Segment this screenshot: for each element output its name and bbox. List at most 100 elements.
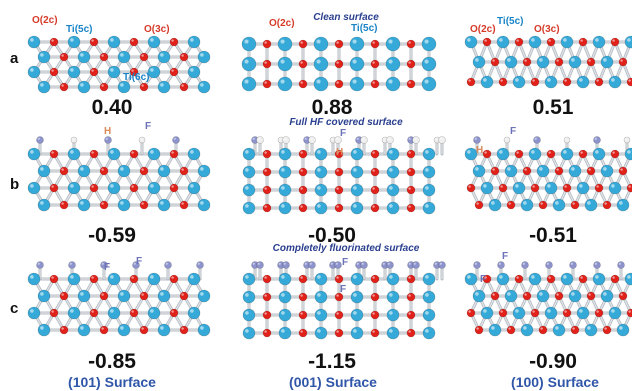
label-f-001-c2: F [340,284,347,295]
titanium-atom-highlight [281,293,285,297]
titanium-atom [386,201,400,215]
titanium-atom-highlight [80,292,84,296]
titanium-atom [67,306,81,320]
titanium-atom-highlight [425,186,429,190]
titanium-atom [197,80,211,94]
hydrogen-atom-highlight [435,138,437,140]
oxygen-atom-highlight [372,312,375,315]
row-label-b: b [10,176,20,193]
adsorbate-atom [360,136,368,144]
titanium-atom-highlight [389,293,393,297]
titanium-atom-highlight [70,309,74,313]
oxygen-atom [370,328,380,338]
titanium-atom [496,147,510,161]
oxygen-atom [169,67,179,77]
titanium-atom [157,198,171,212]
oxygen-atom-highlight [500,185,503,188]
oxygen-atom-highlight [620,168,623,171]
oxygen-atom-highlight [51,39,54,42]
titanium-atom [528,35,542,49]
banner-hf-covered-surface: Full HF covered surface [289,117,403,128]
titanium-atom-highlight [316,39,321,44]
oxygen-atom [562,77,572,87]
titanium-atom [313,36,329,52]
oxygen-atom [562,308,572,318]
oxygen-atom-highlight [372,205,375,208]
titanium-atom-highlight [475,58,479,62]
titanium-atom [314,272,328,286]
oxygen-atom [570,200,580,210]
titanium-atom [107,147,121,161]
titanium-atom [422,272,436,286]
oxygen-atom [406,274,416,284]
oxygen-atom-highlight [484,151,487,154]
titanium-atom [278,290,292,304]
titanium-atom [528,147,542,161]
oxygen-atom-highlight [336,276,339,279]
oxygen-atom [546,149,556,159]
titanium-atom [560,35,574,49]
oxygen-atom-highlight [596,185,599,188]
titanium-atom [576,181,590,195]
titanium-atom-highlight [245,329,249,333]
titanium-atom [504,289,518,303]
titanium-atom [568,289,582,303]
titanium-atom [422,183,436,197]
titanium-atom-highlight [200,53,204,57]
structure-100-clean [464,35,632,89]
fluorine-atom-highlight [304,262,307,265]
oxygen-atom [129,37,139,47]
oxygen-atom-highlight [588,293,591,296]
titanium-atom [147,272,161,286]
titanium-atom-highlight [80,326,84,330]
titanium-atom-highlight [353,150,357,154]
fluorine-atom [473,261,481,269]
titanium-atom [386,326,400,340]
adsorbate-atom [282,136,290,144]
titanium-atom-highlight [424,39,429,44]
oxygen-atom [262,310,272,320]
fluorine-atom [104,136,112,144]
oxygen-atom [370,274,380,284]
oxygen-atom [522,166,532,176]
value-b-001: -0.50 [308,224,356,247]
titanium-atom [241,36,257,52]
titanium-atom-highlight [515,184,519,188]
label-f-101: F [145,121,152,132]
fluorine-atom-highlight [197,262,200,265]
adsorbate-atom [282,261,290,269]
titanium-atom [27,147,41,161]
titanium-atom [107,306,121,320]
titanium-atom [464,272,478,286]
value-b-100: -0.51 [529,224,577,247]
hydrogen-atom-highlight [505,138,507,140]
titanium-atom [349,56,365,72]
titanium-atom [386,183,400,197]
oxygen-atom-highlight [61,327,64,330]
oxygen-atom-highlight [468,310,471,313]
fluorine-atom-highlight [165,262,168,265]
banner-fluorinated-surface: Completely fluorinated surface [272,243,420,254]
titanium-atom-highlight [424,79,429,84]
oxygen-atom-highlight [171,151,174,154]
titanium-atom-highlight [353,293,357,297]
titanium-atom-highlight [389,186,393,190]
titanium-atom-highlight [190,68,194,72]
titanium-atom [67,181,81,195]
oxygen-atom-highlight [612,151,615,154]
fluorine-atom-highlight [498,262,501,265]
oxygen-atom-highlight [532,310,535,313]
titanium-atom [107,272,121,286]
titanium-atom-highlight [40,201,44,205]
titanium-atom [187,306,201,320]
titanium-atom-highlight [150,184,154,188]
fluorine-atom-highlight [252,137,255,140]
oxygen-atom-highlight [372,276,375,279]
titanium-atom [421,56,437,72]
titanium-atom [422,201,436,215]
oxygen-atom-highlight [628,79,631,82]
fluorine-atom-highlight [408,137,411,140]
oxygen-atom-highlight [264,169,267,172]
adsorbate-atom-highlight [257,137,260,140]
value-c-100: -0.90 [529,350,577,373]
